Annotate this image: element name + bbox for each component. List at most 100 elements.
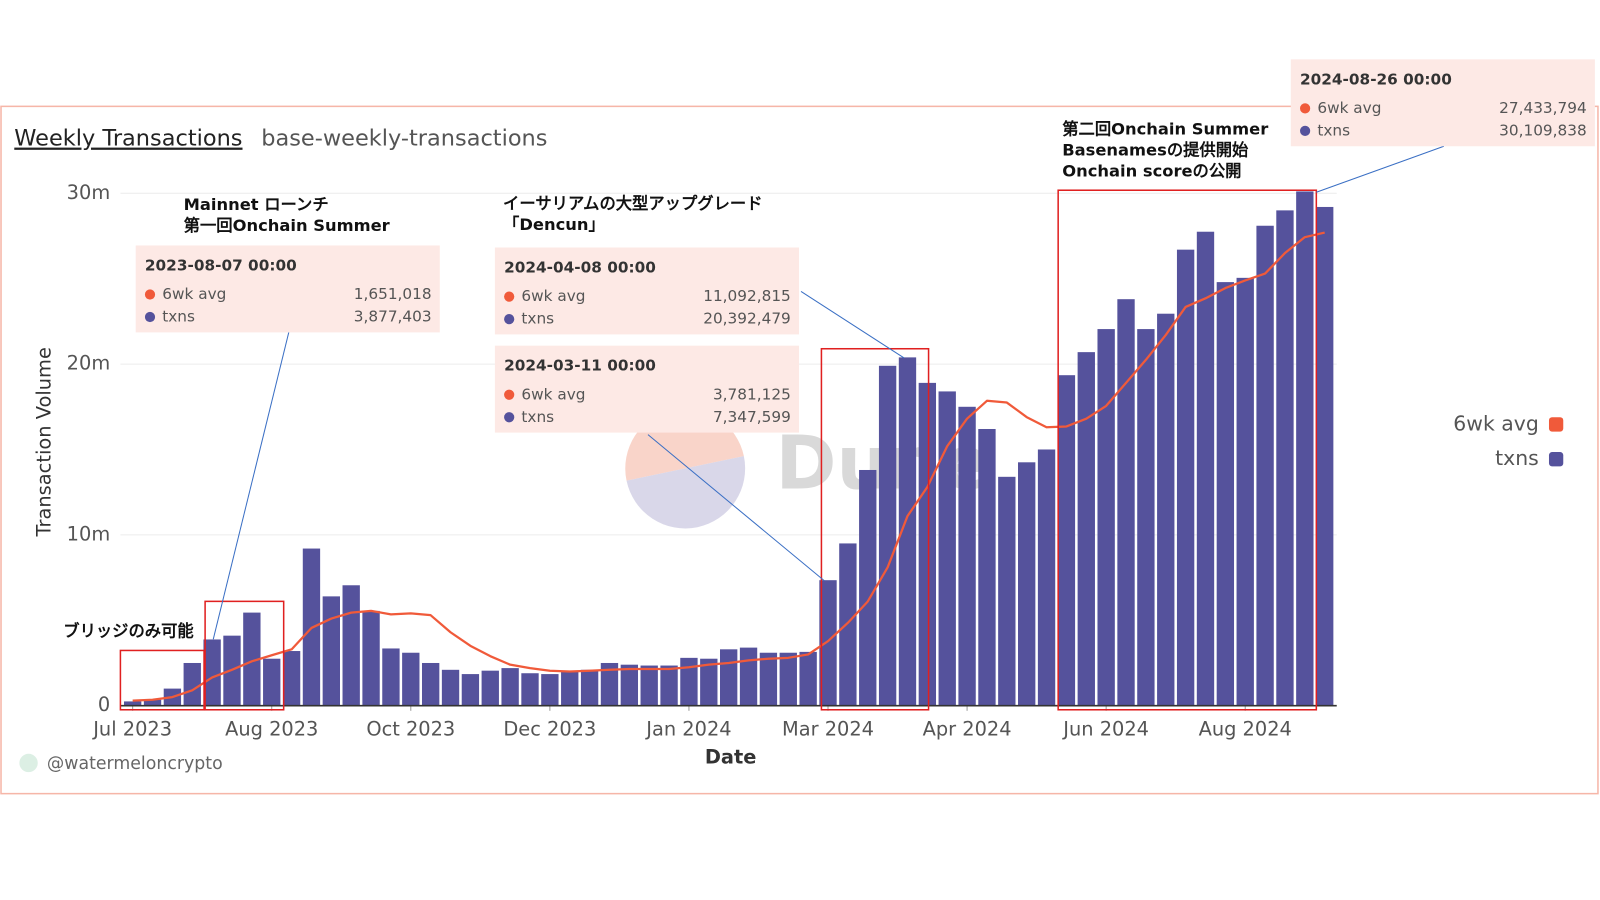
x-tick-label: Aug 2023: [225, 718, 318, 741]
bar: [739, 647, 758, 706]
bar: [620, 664, 639, 706]
bar: [461, 674, 480, 706]
tooltip: [494, 247, 799, 335]
bar: [1276, 210, 1294, 706]
tooltip: [494, 345, 799, 433]
tooltip-title: 2024-08-26 00:00: [1300, 70, 1452, 88]
bar: [759, 652, 778, 706]
annotation: イーサリアムの大型アップグレード: [503, 194, 762, 213]
x-tick-label: Mar 2024: [782, 718, 874, 741]
bar: [1077, 352, 1095, 706]
bar: [998, 476, 1016, 706]
bar: [362, 610, 380, 706]
tooltip-title: 2024-03-11 00:00: [504, 357, 656, 375]
y-tick-label: 30m: [67, 181, 111, 204]
bar: [660, 665, 678, 706]
annotation: 「Dencun」: [503, 215, 605, 234]
y-axis-label: Transaction Volume: [32, 347, 55, 537]
tooltip-name: 6wk avg: [1317, 99, 1381, 117]
bar: [600, 662, 619, 706]
annotation: 第一回Onchain Summer: [184, 216, 390, 235]
bar: [1117, 299, 1135, 706]
bar: [1236, 277, 1254, 706]
bar: [421, 662, 440, 706]
tooltip-value: 7,347,599: [713, 408, 791, 426]
line: [132, 231, 1325, 702]
bar: [243, 612, 261, 706]
bar: [402, 652, 420, 706]
tooltip-name: 6wk avg: [521, 287, 585, 305]
bar: [918, 382, 937, 706]
bar: [640, 665, 658, 706]
callout-lines: [212, 145, 1445, 640]
tooltip-value: 20,392,479: [703, 310, 791, 328]
credit-icon: [19, 753, 38, 773]
tooltip-dot: [504, 291, 515, 302]
legend-label: 6wk avg: [1453, 411, 1538, 435]
bar: [501, 668, 519, 706]
bar: [203, 639, 221, 706]
callout-line: [1316, 145, 1445, 193]
bar: [580, 669, 599, 706]
tooltip-value: 1,651,018: [354, 285, 432, 303]
credit: @watermeloncrypto: [47, 754, 223, 774]
bar: [898, 357, 917, 706]
highlight-box: [119, 649, 205, 711]
chart-subtitle: base-weekly-transactions: [261, 126, 547, 152]
y-tick-label: 20m: [67, 352, 111, 375]
annotation: Mainnet ローンチ: [184, 195, 329, 214]
tooltip-name: 6wk avg: [521, 385, 585, 403]
legend-swatch: [1548, 452, 1564, 467]
highlight-boxes: [119, 189, 1318, 711]
bar: [1157, 313, 1175, 706]
bar: [1037, 449, 1056, 706]
tooltip-value: 27,433,794: [1499, 99, 1587, 117]
bar: [1176, 249, 1195, 706]
annotation: ブリッジのみ可能: [63, 622, 194, 641]
bar: [839, 543, 857, 706]
bar: [700, 658, 718, 706]
watermark-logo: [626, 456, 746, 529]
tooltip-name: txns: [521, 408, 554, 426]
tooltip-dot: [144, 311, 156, 323]
bar: [1057, 375, 1076, 706]
bar: [680, 657, 698, 706]
bar: [382, 648, 400, 706]
x-axis-label: Date: [705, 745, 757, 768]
callout-line: [800, 291, 905, 359]
bar: [819, 580, 837, 706]
bar: [799, 651, 817, 706]
bar: [958, 406, 976, 706]
y-tick-label: 0: [98, 693, 110, 716]
bar: [1256, 225, 1274, 706]
tooltip-value: 30,109,838: [1499, 121, 1587, 139]
bar: [183, 662, 201, 706]
annotation: 第二回Onchain Summer: [1062, 119, 1268, 138]
highlight-box: [1057, 189, 1318, 711]
tooltip: [135, 245, 440, 333]
x-tick-label: Jan 2024: [645, 718, 731, 741]
tooltip-value: 3,877,403: [354, 308, 432, 326]
bar: [481, 670, 499, 706]
bar: [322, 596, 340, 706]
bar: [1216, 282, 1235, 706]
tooltip-dot: [504, 389, 515, 400]
frame: [0, 105, 1599, 795]
bar: [720, 649, 738, 706]
tooltip-dot: [1300, 125, 1311, 137]
callout-line: [212, 332, 290, 640]
x-tick-label: Jul 2023: [92, 718, 172, 741]
bar: [859, 469, 877, 706]
bar: [282, 651, 301, 706]
x-tick-label: Apr 2024: [923, 718, 1012, 741]
legend-label: txns: [1495, 446, 1539, 470]
bar: [561, 671, 579, 706]
x-tick-label: Oct 2023: [366, 718, 455, 741]
tooltip-dot: [144, 289, 156, 300]
tooltip-dot: [1300, 103, 1311, 114]
bar: [1097, 329, 1115, 706]
bar: [123, 701, 142, 706]
legend-swatch: [1548, 417, 1564, 432]
tooltip-title: 2023-08-07 00:00: [145, 256, 297, 274]
